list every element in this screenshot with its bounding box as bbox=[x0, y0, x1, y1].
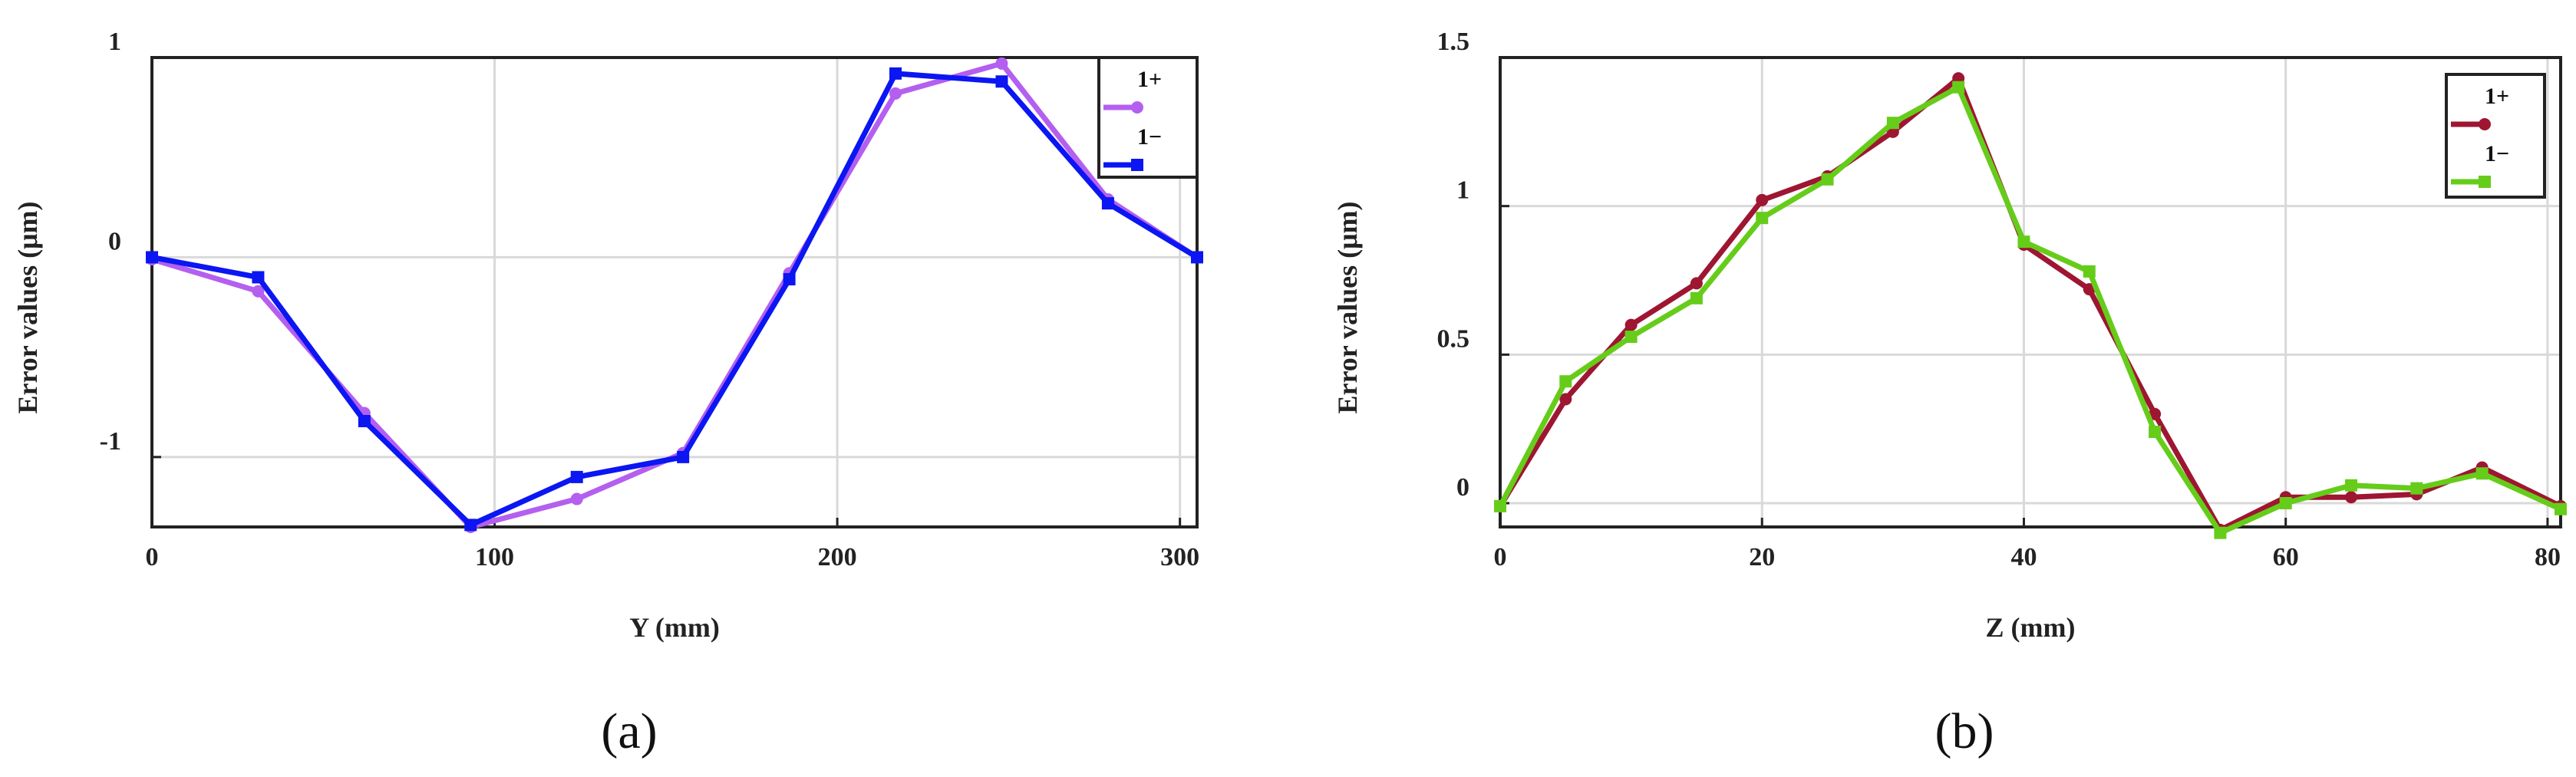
x-tick-label: 20 bbox=[1749, 543, 1775, 571]
y-tick-label: -1 bbox=[100, 427, 121, 456]
data-point bbox=[783, 273, 796, 286]
x-tick-label: 40 bbox=[2010, 543, 2037, 571]
legend-marker bbox=[1131, 101, 1143, 114]
x-tick-label: 0 bbox=[146, 543, 159, 571]
y-tick-label: 0 bbox=[1456, 473, 1469, 502]
panel-caption: (b) bbox=[1935, 703, 1994, 759]
legend-marker bbox=[2479, 118, 2491, 130]
data-point bbox=[1756, 193, 1769, 206]
data-point bbox=[2345, 479, 2358, 492]
data-point bbox=[889, 87, 902, 100]
data-point bbox=[995, 57, 1008, 70]
data-point bbox=[464, 519, 477, 532]
legend-label: 1+ bbox=[2485, 84, 2509, 109]
y-axis-label: Error values (μm) bbox=[1332, 201, 1363, 413]
legend-marker bbox=[1131, 159, 1143, 171]
x-tick-label: 200 bbox=[818, 543, 857, 571]
x-tick-label: 80 bbox=[2535, 543, 2561, 571]
data-point bbox=[995, 75, 1008, 88]
data-point bbox=[2475, 467, 2489, 480]
y-tick-label: 0 bbox=[108, 227, 121, 255]
panel-caption: (a) bbox=[601, 703, 657, 759]
x-tick-label: 60 bbox=[2273, 543, 2299, 571]
data-point bbox=[1756, 212, 1769, 225]
data-point bbox=[252, 285, 265, 298]
legend-box bbox=[1097, 56, 1199, 179]
legend-label: 1+ bbox=[1137, 67, 1162, 92]
y-axis-label: Error values (μm) bbox=[12, 201, 43, 413]
x-tick-label: 300 bbox=[1160, 543, 1199, 571]
data-point bbox=[1559, 375, 1572, 388]
data-point bbox=[889, 67, 902, 80]
plot-area-frame bbox=[150, 56, 1199, 528]
data-point bbox=[1821, 173, 1834, 186]
x-tick-label: 100 bbox=[475, 543, 514, 571]
data-point bbox=[1886, 117, 1899, 130]
data-point bbox=[2279, 497, 2292, 510]
legend-marker bbox=[2479, 176, 2491, 188]
data-point bbox=[1952, 81, 1965, 94]
data-point bbox=[146, 251, 158, 264]
y-tick-label: 1 bbox=[108, 28, 121, 56]
data-point bbox=[1191, 251, 1203, 264]
data-point bbox=[358, 414, 371, 427]
data-point bbox=[2083, 283, 2096, 296]
x-axis-label: Z (mm) bbox=[1986, 612, 2076, 643]
data-point bbox=[2410, 482, 2423, 495]
chart-panel-b: 0 20 40 60 80 0 0.5 1 1.5 Z (mm) Error values (μm)… bbox=[1332, 28, 2567, 759]
data-point bbox=[2149, 407, 2162, 420]
data-point bbox=[2345, 491, 2358, 504]
data-point bbox=[570, 470, 583, 483]
legend-label: 1− bbox=[1137, 124, 1162, 150]
data-point bbox=[2555, 502, 2567, 515]
data-point bbox=[1494, 499, 1506, 512]
data-point bbox=[2083, 265, 2096, 278]
data-point bbox=[677, 450, 690, 463]
data-point bbox=[570, 492, 583, 505]
data-point bbox=[1624, 318, 1638, 331]
x-axis-label: Y (mm) bbox=[629, 612, 720, 643]
data-point bbox=[252, 271, 265, 284]
x-tick-label: 0 bbox=[1494, 543, 1507, 571]
legend-box bbox=[2445, 73, 2546, 199]
data-point bbox=[2149, 426, 2162, 439]
y-tick-label: 1 bbox=[1456, 176, 1469, 205]
data-point bbox=[1690, 277, 1703, 290]
plot-area-frame bbox=[1499, 56, 2562, 528]
data-point bbox=[1690, 291, 1703, 305]
legend-label: 1− bbox=[2485, 141, 2509, 166]
data-point bbox=[2017, 235, 2030, 249]
y-tick-label: 0.5 bbox=[1437, 324, 1470, 353]
data-point bbox=[1559, 393, 1572, 406]
chart-panel-a: 0 100 200 300 -1 0 1 Y (mm) Error values (μm) 1+ 1… bbox=[12, 28, 1203, 759]
data-point bbox=[1101, 197, 1114, 210]
data-point bbox=[2214, 526, 2227, 539]
y-tick-label: 1.5 bbox=[1437, 28, 1470, 56]
data-point bbox=[1624, 331, 1638, 344]
